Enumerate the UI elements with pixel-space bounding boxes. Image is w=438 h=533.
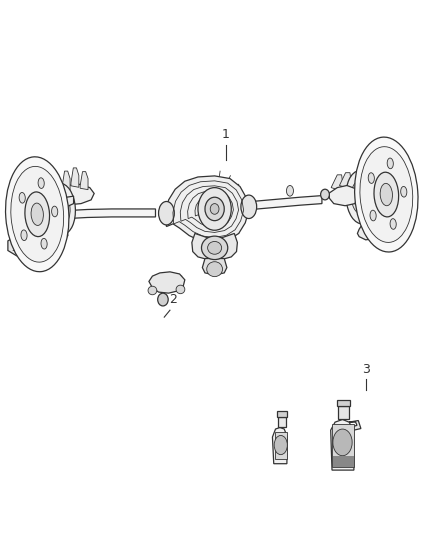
Ellipse shape — [387, 158, 393, 169]
Ellipse shape — [321, 189, 329, 200]
Ellipse shape — [360, 147, 413, 243]
Bar — [278, 417, 286, 427]
Polygon shape — [8, 235, 52, 258]
Ellipse shape — [38, 178, 44, 189]
Ellipse shape — [198, 188, 231, 230]
Ellipse shape — [11, 166, 64, 262]
Ellipse shape — [390, 219, 396, 229]
Polygon shape — [68, 209, 155, 219]
Bar — [277, 411, 287, 417]
Ellipse shape — [286, 185, 293, 196]
Ellipse shape — [52, 206, 58, 217]
Polygon shape — [48, 225, 68, 241]
Ellipse shape — [21, 230, 27, 240]
Ellipse shape — [41, 238, 47, 249]
Ellipse shape — [25, 192, 49, 237]
Ellipse shape — [374, 172, 399, 217]
Bar — [275, 432, 287, 459]
Bar — [338, 406, 349, 419]
Ellipse shape — [201, 236, 228, 260]
Ellipse shape — [208, 241, 222, 254]
Polygon shape — [252, 196, 322, 209]
Bar — [332, 424, 354, 467]
Polygon shape — [368, 209, 406, 229]
Polygon shape — [192, 233, 237, 260]
Polygon shape — [329, 185, 359, 206]
Ellipse shape — [274, 435, 287, 455]
Bar — [333, 456, 354, 467]
Ellipse shape — [159, 201, 174, 225]
Polygon shape — [331, 419, 354, 470]
Bar — [337, 400, 350, 406]
Ellipse shape — [241, 195, 257, 219]
Ellipse shape — [346, 171, 376, 224]
Polygon shape — [349, 175, 360, 190]
Ellipse shape — [207, 262, 223, 277]
Ellipse shape — [31, 203, 43, 225]
Ellipse shape — [176, 285, 185, 294]
Polygon shape — [166, 176, 249, 243]
Polygon shape — [80, 172, 88, 190]
Polygon shape — [202, 259, 227, 275]
Ellipse shape — [205, 197, 224, 221]
Ellipse shape — [19, 192, 25, 203]
Ellipse shape — [355, 137, 418, 252]
Ellipse shape — [158, 293, 168, 306]
Polygon shape — [149, 272, 185, 293]
Ellipse shape — [47, 183, 75, 235]
Ellipse shape — [368, 173, 374, 183]
Polygon shape — [349, 421, 361, 430]
Ellipse shape — [351, 180, 371, 214]
Text: 2: 2 — [169, 294, 177, 306]
Polygon shape — [58, 184, 94, 205]
Polygon shape — [357, 223, 376, 240]
Ellipse shape — [53, 193, 70, 225]
Polygon shape — [331, 175, 343, 190]
Polygon shape — [339, 173, 351, 188]
Ellipse shape — [401, 187, 407, 197]
Polygon shape — [71, 168, 79, 187]
Ellipse shape — [370, 210, 376, 221]
Polygon shape — [57, 196, 74, 209]
Text: 3: 3 — [362, 363, 370, 376]
Ellipse shape — [333, 429, 352, 456]
Polygon shape — [272, 427, 287, 464]
Polygon shape — [11, 225, 50, 245]
Ellipse shape — [380, 183, 392, 206]
Text: 1: 1 — [222, 128, 230, 141]
Polygon shape — [62, 171, 70, 190]
Ellipse shape — [6, 157, 69, 272]
Ellipse shape — [148, 286, 157, 295]
Polygon shape — [366, 216, 407, 239]
Ellipse shape — [210, 204, 219, 214]
